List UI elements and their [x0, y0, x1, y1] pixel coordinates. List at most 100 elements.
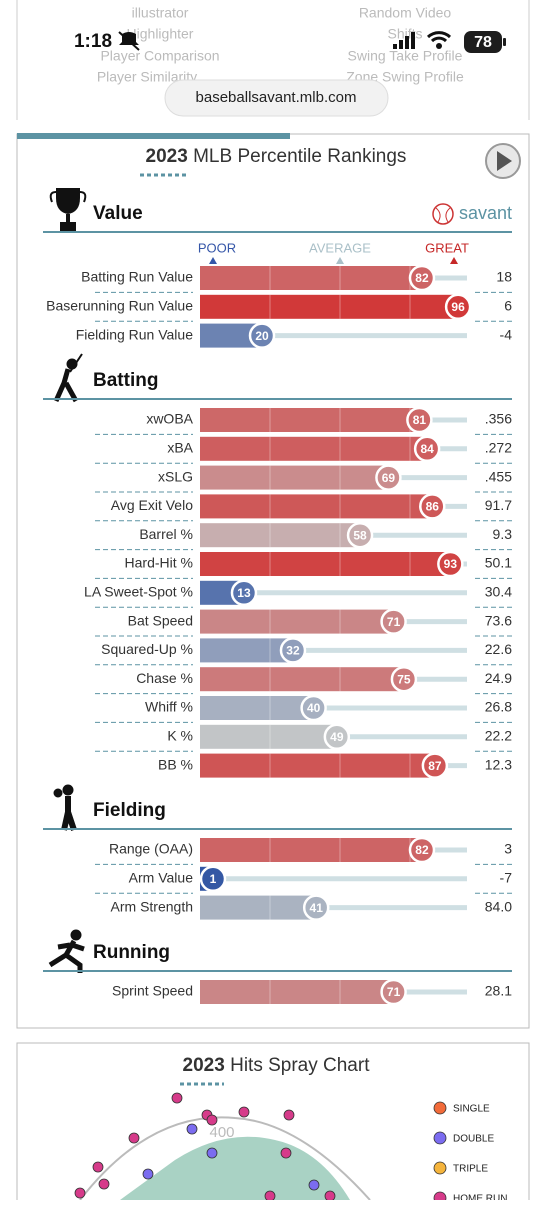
- percentile-dot: [380, 978, 407, 1006]
- metric-value: 50.1: [485, 555, 512, 571]
- title-text: Hits Spray Chart: [230, 1055, 370, 1076]
- legend-swatch: [433, 1161, 447, 1175]
- play-button[interactable]: [485, 143, 521, 179]
- percentile-label: 58: [353, 528, 367, 542]
- metric-value: -7: [500, 870, 513, 886]
- percentile-dot: [302, 894, 330, 921]
- metric-label: Bat Speed: [128, 612, 193, 628]
- percentile-dot: [421, 752, 449, 779]
- percentile-dot: [406, 406, 433, 434]
- menu-item: Player Comparison: [100, 48, 219, 64]
- status-icons: [118, 31, 506, 53]
- icon-trophy: [49, 188, 87, 232]
- percentile-bar: [200, 523, 361, 548]
- percentile-bar: [200, 609, 394, 634]
- percentile-label: 71: [387, 985, 401, 999]
- percentile-label: 40: [307, 701, 321, 715]
- metric-label: Chase %: [136, 670, 193, 686]
- metric-value: 18: [496, 269, 512, 285]
- spray-title: 2023 Hits Spray Chart: [183, 1055, 371, 1076]
- menu-item: Swing Take Profile: [348, 48, 463, 64]
- metric-label: Squared-Up %: [101, 641, 193, 657]
- percentile-bar: [200, 753, 435, 778]
- menu-item: Random Video: [359, 5, 452, 21]
- percentile-label: 32: [286, 644, 300, 658]
- percentile-dot: [419, 493, 446, 520]
- metric-label: Fielding Run Value: [76, 326, 193, 342]
- scale-label: AVERAGE: [309, 240, 371, 255]
- percentile-dot: [444, 293, 472, 321]
- metric-value: 22.2: [485, 728, 512, 744]
- metric-label: Hard-Hit %: [125, 555, 193, 571]
- percentile-label: 93: [444, 557, 458, 571]
- menu-item: illustrator: [132, 5, 189, 21]
- metric-label: Sprint Speed: [112, 983, 193, 999]
- title-year: 2023: [146, 146, 188, 167]
- percentile-dot: [375, 464, 402, 491]
- title-year: 2023: [183, 1055, 225, 1076]
- percentile-bar: [200, 408, 420, 432]
- savant-logo: [432, 203, 454, 225]
- metric-label: LA Sweet-Spot %: [84, 584, 193, 600]
- percentile-dot: [279, 637, 307, 664]
- percentile-label: 82: [415, 271, 429, 285]
- legend-label: TRIPLE: [453, 1164, 488, 1175]
- legend-swatch: [433, 1101, 447, 1115]
- menu-item: Player Similarity: [97, 69, 197, 85]
- rankings-title: 2023 MLB Percentile Rankings: [146, 146, 407, 167]
- scale-label: POOR: [198, 240, 236, 255]
- section-title: Fielding: [93, 800, 166, 821]
- percentile-dot: [413, 435, 441, 463]
- metric-value: 6: [504, 298, 512, 314]
- metric-label: BB %: [158, 756, 193, 772]
- metric-value: 3: [504, 841, 512, 857]
- title-text: MLB Percentile Rankings: [193, 146, 406, 167]
- percentile-dot: [390, 665, 418, 693]
- metric-value: 12.3: [485, 756, 512, 772]
- percentile-label: 96: [451, 300, 465, 314]
- percentile-dot: [248, 322, 276, 349]
- percentile-bar: [200, 266, 422, 290]
- metric-value: 30.4: [485, 584, 512, 600]
- percentile-label: 75: [397, 672, 411, 686]
- percentile-dot: [408, 836, 436, 864]
- metric-value: 84.0: [485, 898, 512, 914]
- icon-runner: [48, 929, 85, 973]
- icon-fielder: [53, 784, 77, 831]
- card-accent: [17, 133, 290, 139]
- metric-value: 24.9: [485, 670, 512, 686]
- outfield-wall: [79, 1116, 371, 1201]
- percentile-label: 13: [237, 586, 251, 600]
- metric-label: Baserunning Run Value: [46, 298, 193, 314]
- percentile-label: 1: [210, 872, 217, 886]
- metric-value: .356: [485, 411, 512, 427]
- percentile-dot: [300, 694, 327, 722]
- metric-value: 91.7: [485, 497, 512, 513]
- percentile-dot: [230, 579, 258, 607]
- metric-value: 22.6: [485, 641, 512, 657]
- metric-label: Avg Exit Velo: [111, 497, 193, 513]
- hit-dots: [74, 1092, 336, 1202]
- percentile-dot: [199, 865, 227, 893]
- section-title: Value: [93, 203, 143, 224]
- outfield: [120, 1136, 350, 1200]
- scale-marker: [209, 257, 217, 264]
- legend-swatch: [433, 1191, 447, 1205]
- brand: savant: [459, 203, 512, 223]
- metric-label: Barrel %: [139, 526, 193, 542]
- legend-swatch: [433, 1131, 447, 1145]
- battery-level: 78: [474, 34, 492, 51]
- percentile-label: 82: [415, 843, 429, 857]
- percentile-bar: [200, 436, 428, 461]
- percentile-bar: [200, 494, 433, 519]
- percentile-dot: [408, 264, 436, 292]
- metric-label: Batting Run Value: [81, 269, 193, 285]
- url-text: baseballsavant.mlb.com: [196, 89, 357, 106]
- metric-label: xBA: [167, 440, 193, 456]
- metric-value: 73.6: [485, 612, 512, 628]
- percentile-label: 84: [420, 442, 434, 456]
- legend-label: DOUBLE: [453, 1134, 494, 1145]
- metric-value: 9.3: [493, 526, 513, 542]
- url-bar[interactable]: [164, 79, 389, 117]
